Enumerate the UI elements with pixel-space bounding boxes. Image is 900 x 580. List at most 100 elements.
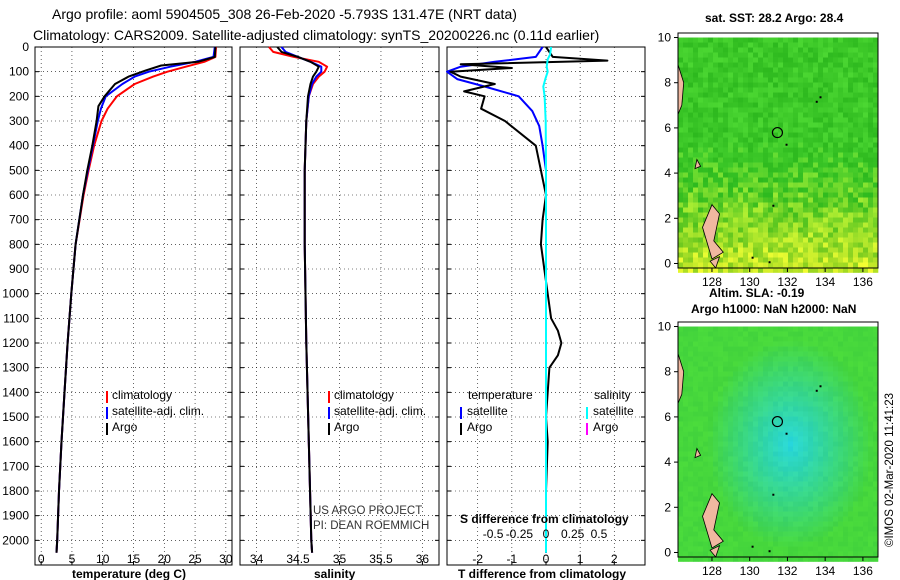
heatmap-cell <box>813 262 819 268</box>
heatmap-cell <box>778 376 784 382</box>
heatmap-cell <box>858 232 864 238</box>
heatmap-cell <box>838 511 844 517</box>
heatmap-cell <box>808 57 814 63</box>
heatmap-cell <box>853 391 859 397</box>
heatmap-cell <box>823 112 829 118</box>
heatmap-cell <box>823 401 829 407</box>
heatmap-cell <box>793 446 799 452</box>
heatmap-cell <box>843 187 849 193</box>
heatmap-cell <box>713 341 719 347</box>
heatmap-cell <box>873 157 879 163</box>
heatmap-cell <box>808 511 814 517</box>
heatmap-cell <box>763 227 769 233</box>
heatmap-cell <box>828 202 834 208</box>
heatmap-cell <box>768 67 774 73</box>
heatmap-cell <box>798 536 804 542</box>
heatmap-cell <box>843 446 849 452</box>
heatmap-cell <box>863 237 869 243</box>
heatmap-cell <box>698 262 704 268</box>
heatmap-cell <box>738 491 744 497</box>
heatmap-cell <box>808 366 814 372</box>
heatmap-cell <box>798 157 804 163</box>
heatmap-cell <box>718 222 724 228</box>
heatmap-cell <box>853 82 859 88</box>
heatmap-cell <box>843 536 849 542</box>
heatmap-cell <box>858 207 864 213</box>
heatmap-cell <box>823 441 829 447</box>
heatmap-cell <box>768 526 774 532</box>
heatmap-cell <box>763 351 769 357</box>
heatmap-cell <box>763 262 769 268</box>
heatmap-cell <box>713 411 719 417</box>
heatmap-cell <box>783 247 789 253</box>
heatmap-cell <box>838 346 844 352</box>
heatmap-cell <box>808 491 814 497</box>
heatmap-cell <box>818 546 824 552</box>
heatmap-cell <box>828 511 834 517</box>
heatmap-cell <box>873 37 879 43</box>
heatmap-cell <box>698 147 704 153</box>
heatmap-cell <box>703 391 709 397</box>
heatmap-cell <box>713 331 719 337</box>
heatmap-cell <box>873 331 879 337</box>
heatmap-cell <box>753 47 759 53</box>
heatmap-cell <box>803 242 809 248</box>
heatmap-cell <box>863 92 869 98</box>
heatmap-cell <box>828 127 834 133</box>
heatmap-cell <box>773 526 779 532</box>
heatmap-cell <box>838 461 844 467</box>
heatmap-cell <box>873 47 879 53</box>
heatmap-cell <box>828 92 834 98</box>
heatmap-cell <box>853 72 859 78</box>
heatmap-cell <box>853 177 859 183</box>
heatmap-cell <box>713 521 719 527</box>
heatmap-cell <box>818 506 824 512</box>
heatmap-cell <box>743 426 749 432</box>
heatmap-cell <box>778 87 784 93</box>
heatmap-cell <box>828 97 834 103</box>
heatmap-cell <box>808 172 814 178</box>
heatmap-cell <box>803 87 809 93</box>
heatmap-cell <box>773 541 779 547</box>
heatmap-cell <box>718 197 724 203</box>
heatmap-cell <box>683 207 689 213</box>
heatmap-cell <box>873 197 879 203</box>
heatmap-cell <box>753 481 759 487</box>
heatmap-cell <box>833 222 839 228</box>
heatmap-cell <box>793 152 799 158</box>
heatmap-cell <box>728 451 734 457</box>
heatmap-cell <box>713 152 719 158</box>
heatmap-cell <box>833 72 839 78</box>
heatmap-cell <box>718 227 724 233</box>
heatmap-cell <box>788 331 794 337</box>
heatmap-cell <box>688 376 694 382</box>
heatmap-cell <box>678 431 684 437</box>
heatmap-cell <box>733 252 739 258</box>
heatmap-cell <box>868 401 874 407</box>
heatmap-cell <box>743 47 749 53</box>
heatmap-cell <box>848 376 854 382</box>
heatmap-cell <box>768 137 774 143</box>
heatmap-cell <box>738 57 744 63</box>
heatmap-cell <box>778 162 784 168</box>
heatmap-cell <box>778 97 784 103</box>
heatmap-cell <box>738 421 744 427</box>
heatmap-cell <box>688 87 694 93</box>
heatmap-cell <box>733 37 739 43</box>
heatmap-cell <box>763 386 769 392</box>
heatmap-cell <box>828 361 834 367</box>
heatmap-cell <box>828 556 834 562</box>
heatmap-cell <box>788 172 794 178</box>
heatmap-cell <box>733 257 739 263</box>
heatmap-cell <box>858 411 864 417</box>
x-tick-label: 35 <box>333 552 347 566</box>
land-patch <box>709 544 721 558</box>
heatmap-cell <box>788 87 794 93</box>
heatmap-cell <box>738 107 744 113</box>
heatmap-cell <box>738 521 744 527</box>
heatmap-cell <box>848 42 854 48</box>
heatmap-cell <box>823 336 829 342</box>
heatmap-cell <box>848 197 854 203</box>
heatmap-cell <box>688 157 694 163</box>
heatmap-cell <box>748 381 754 387</box>
